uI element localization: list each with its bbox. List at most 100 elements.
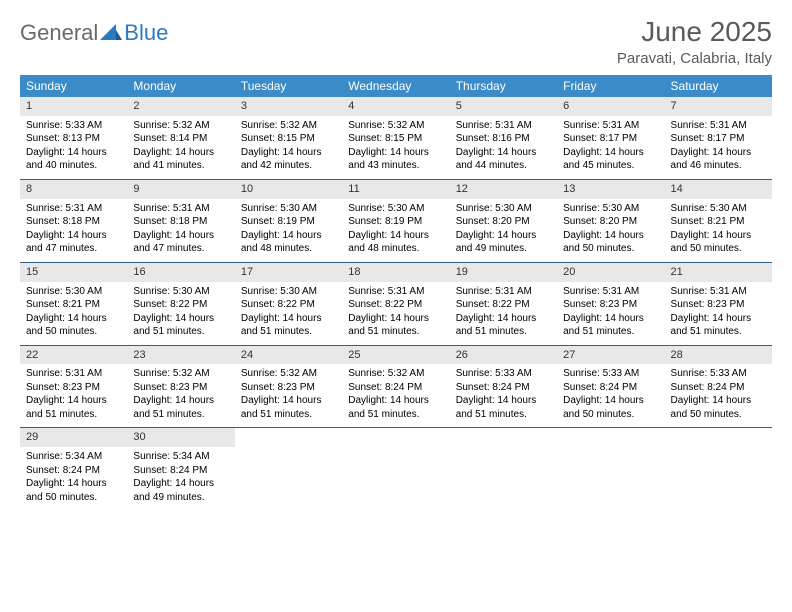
- day-line-ss: Sunset: 8:14 PM: [133, 132, 228, 146]
- day-number: 15: [20, 263, 127, 282]
- day-line-sr: Sunrise: 5:30 AM: [348, 202, 443, 216]
- day-line-sr: Sunrise: 5:31 AM: [563, 119, 658, 133]
- weekday-header: Sunday: [20, 75, 127, 97]
- day-number: 11: [342, 180, 449, 199]
- calendar-cell: [235, 428, 342, 510]
- day-body: Sunrise: 5:31 AMSunset: 8:17 PMDaylight:…: [557, 116, 664, 179]
- day-body: Sunrise: 5:33 AMSunset: 8:24 PMDaylight:…: [557, 364, 664, 427]
- calendar-cell: 25Sunrise: 5:32 AMSunset: 8:24 PMDayligh…: [342, 345, 449, 428]
- day-line-ss: Sunset: 8:18 PM: [26, 215, 121, 229]
- day-body: Sunrise: 5:32 AMSunset: 8:15 PMDaylight:…: [342, 116, 449, 179]
- day-line-d2: and 43 minutes.: [348, 159, 443, 173]
- calendar-cell: 5Sunrise: 5:31 AMSunset: 8:16 PMDaylight…: [450, 97, 557, 179]
- day-line-d1: Daylight: 14 hours: [26, 229, 121, 243]
- calendar-cell: 28Sunrise: 5:33 AMSunset: 8:24 PMDayligh…: [665, 345, 772, 428]
- day-line-d1: Daylight: 14 hours: [133, 312, 228, 326]
- day-line-ss: Sunset: 8:24 PM: [133, 464, 228, 478]
- weekday-header: Monday: [127, 75, 234, 97]
- day-body: Sunrise: 5:31 AMSunset: 8:18 PMDaylight:…: [20, 199, 127, 262]
- day-body: Sunrise: 5:32 AMSunset: 8:14 PMDaylight:…: [127, 116, 234, 179]
- day-line-d2: and 47 minutes.: [133, 242, 228, 256]
- calendar-cell: 20Sunrise: 5:31 AMSunset: 8:23 PMDayligh…: [557, 262, 664, 345]
- day-number: 21: [665, 263, 772, 282]
- day-body: Sunrise: 5:33 AMSunset: 8:24 PMDaylight:…: [450, 364, 557, 427]
- day-body: Sunrise: 5:30 AMSunset: 8:21 PMDaylight:…: [665, 199, 772, 262]
- day-line-sr: Sunrise: 5:31 AM: [26, 367, 121, 381]
- calendar-table: Sunday Monday Tuesday Wednesday Thursday…: [20, 75, 772, 510]
- weekday-header: Saturday: [665, 75, 772, 97]
- calendar-cell: 4Sunrise: 5:32 AMSunset: 8:15 PMDaylight…: [342, 97, 449, 179]
- day-number: 18: [342, 263, 449, 282]
- day-number: 27: [557, 346, 664, 365]
- day-line-sr: Sunrise: 5:32 AM: [241, 367, 336, 381]
- calendar-cell: 16Sunrise: 5:30 AMSunset: 8:22 PMDayligh…: [127, 262, 234, 345]
- calendar-row: 1Sunrise: 5:33 AMSunset: 8:13 PMDaylight…: [20, 97, 772, 179]
- day-line-d2: and 50 minutes.: [671, 408, 766, 422]
- day-number: 9: [127, 180, 234, 199]
- calendar-cell: [450, 428, 557, 510]
- day-line-sr: Sunrise: 5:33 AM: [26, 119, 121, 133]
- day-line-d2: and 51 minutes.: [456, 408, 551, 422]
- logo-text-general: General: [20, 20, 98, 46]
- calendar-row: 22Sunrise: 5:31 AMSunset: 8:23 PMDayligh…: [20, 345, 772, 428]
- day-line-ss: Sunset: 8:23 PM: [241, 381, 336, 395]
- day-line-sr: Sunrise: 5:32 AM: [348, 367, 443, 381]
- day-line-ss: Sunset: 8:23 PM: [133, 381, 228, 395]
- day-line-sr: Sunrise: 5:31 AM: [26, 202, 121, 216]
- day-line-sr: Sunrise: 5:30 AM: [241, 202, 336, 216]
- calendar-cell: 6Sunrise: 5:31 AMSunset: 8:17 PMDaylight…: [557, 97, 664, 179]
- day-number: 10: [235, 180, 342, 199]
- calendar-cell: 10Sunrise: 5:30 AMSunset: 8:19 PMDayligh…: [235, 179, 342, 262]
- day-line-ss: Sunset: 8:19 PM: [241, 215, 336, 229]
- day-line-d1: Daylight: 14 hours: [26, 146, 121, 160]
- day-line-d2: and 46 minutes.: [671, 159, 766, 173]
- calendar-cell: [557, 428, 664, 510]
- day-line-d1: Daylight: 14 hours: [563, 229, 658, 243]
- day-line-sr: Sunrise: 5:31 AM: [133, 202, 228, 216]
- day-line-sr: Sunrise: 5:34 AM: [133, 450, 228, 464]
- weekday-header: Thursday: [450, 75, 557, 97]
- day-line-d1: Daylight: 14 hours: [26, 394, 121, 408]
- day-number: 12: [450, 180, 557, 199]
- day-body: Sunrise: 5:31 AMSunset: 8:22 PMDaylight:…: [342, 282, 449, 345]
- day-line-d1: Daylight: 14 hours: [133, 146, 228, 160]
- day-line-d1: Daylight: 14 hours: [133, 394, 228, 408]
- calendar-cell: 9Sunrise: 5:31 AMSunset: 8:18 PMDaylight…: [127, 179, 234, 262]
- day-number: 4: [342, 97, 449, 116]
- day-line-d2: and 51 minutes.: [133, 325, 228, 339]
- day-line-d2: and 49 minutes.: [456, 242, 551, 256]
- location: Paravati, Calabria, Italy: [617, 50, 772, 67]
- calendar-cell: 8Sunrise: 5:31 AMSunset: 8:18 PMDaylight…: [20, 179, 127, 262]
- day-line-d2: and 50 minutes.: [26, 491, 121, 505]
- day-line-d2: and 51 minutes.: [671, 325, 766, 339]
- calendar-cell: 2Sunrise: 5:32 AMSunset: 8:14 PMDaylight…: [127, 97, 234, 179]
- day-line-sr: Sunrise: 5:33 AM: [456, 367, 551, 381]
- calendar-cell: 26Sunrise: 5:33 AMSunset: 8:24 PMDayligh…: [450, 345, 557, 428]
- day-line-d2: and 50 minutes.: [563, 408, 658, 422]
- day-line-sr: Sunrise: 5:30 AM: [563, 202, 658, 216]
- calendar-cell: 11Sunrise: 5:30 AMSunset: 8:19 PMDayligh…: [342, 179, 449, 262]
- day-body: Sunrise: 5:30 AMSunset: 8:21 PMDaylight:…: [20, 282, 127, 345]
- day-line-sr: Sunrise: 5:30 AM: [241, 285, 336, 299]
- calendar-cell: [665, 428, 772, 510]
- calendar-cell: 13Sunrise: 5:30 AMSunset: 8:20 PMDayligh…: [557, 179, 664, 262]
- day-line-d2: and 51 minutes.: [456, 325, 551, 339]
- day-body: Sunrise: 5:33 AMSunset: 8:13 PMDaylight:…: [20, 116, 127, 179]
- day-line-sr: Sunrise: 5:32 AM: [133, 119, 228, 133]
- day-line-sr: Sunrise: 5:31 AM: [671, 119, 766, 133]
- day-line-d2: and 51 minutes.: [26, 408, 121, 422]
- day-line-ss: Sunset: 8:16 PM: [456, 132, 551, 146]
- day-line-d1: Daylight: 14 hours: [671, 312, 766, 326]
- day-number: 14: [665, 180, 772, 199]
- day-number: 17: [235, 263, 342, 282]
- day-body: Sunrise: 5:31 AMSunset: 8:16 PMDaylight:…: [450, 116, 557, 179]
- day-line-sr: Sunrise: 5:31 AM: [348, 285, 443, 299]
- day-line-d2: and 51 minutes.: [348, 325, 443, 339]
- logo: General Blue: [20, 16, 168, 46]
- day-line-d2: and 48 minutes.: [348, 242, 443, 256]
- day-body: Sunrise: 5:31 AMSunset: 8:23 PMDaylight:…: [20, 364, 127, 427]
- day-line-ss: Sunset: 8:22 PM: [133, 298, 228, 312]
- day-body: Sunrise: 5:34 AMSunset: 8:24 PMDaylight:…: [127, 447, 234, 510]
- day-number: 23: [127, 346, 234, 365]
- calendar-cell: 21Sunrise: 5:31 AMSunset: 8:23 PMDayligh…: [665, 262, 772, 345]
